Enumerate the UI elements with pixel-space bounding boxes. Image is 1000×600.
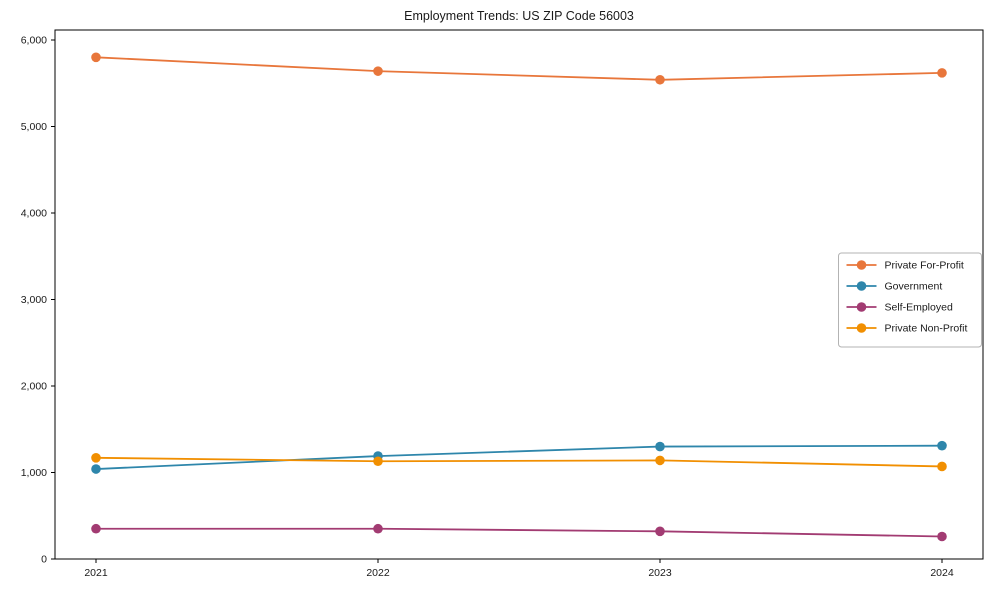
x-tick-label: 2023 — [648, 567, 672, 579]
x-tick-label: 2024 — [930, 567, 954, 579]
y-tick-label: 0 — [41, 554, 47, 566]
series-line-government — [95, 444, 943, 470]
legend-label-government: Government — [885, 281, 943, 293]
y-tick-label: 2,000 — [21, 381, 47, 393]
series-line-private-non-profit — [95, 456, 943, 468]
series-marker-private-for-profit — [373, 66, 383, 76]
legend-sample-marker-private-non-profit — [856, 323, 867, 333]
series-marker-private-for-profit — [655, 74, 665, 85]
series-marker-private-for-profit — [937, 68, 947, 78]
series-marker-self-employed — [373, 523, 383, 534]
series-marker-private-for-profit — [91, 52, 101, 63]
series-marker-government — [655, 441, 665, 452]
y-tick-label: 1,000 — [21, 467, 47, 479]
y-tick-label: 6,000 — [21, 35, 47, 47]
legend-sample-marker-self-employed — [856, 302, 867, 312]
y-tick-label: 4,000 — [21, 208, 47, 220]
series-marker-self-employed — [937, 531, 947, 542]
x-tick-label: 2022 — [366, 567, 390, 579]
series-marker-government — [91, 464, 101, 474]
plot-border — [54, 29, 984, 560]
legend-label-self-employed: Self-Employed — [885, 302, 953, 314]
x-tick-label: 2021 — [84, 567, 108, 579]
legend-label-private-non-profit: Private Non-Profit — [885, 323, 968, 335]
series-marker-self-employed — [655, 526, 665, 537]
series-marker-self-employed — [91, 523, 101, 534]
y-tick-label: 3,000 — [21, 294, 47, 306]
series-line-self-employed — [96, 527, 943, 538]
legend-box — [838, 252, 982, 348]
series-line-private-for-profit — [95, 56, 943, 81]
series-marker-government — [937, 440, 947, 451]
legend-sample-marker-private-for-profit — [856, 260, 867, 270]
series-marker-private-non-profit — [373, 456, 383, 467]
legend-label-private-for-profit: Private For-Profit — [885, 260, 964, 272]
y-tick-label: 5,000 — [21, 121, 47, 133]
series-marker-private-non-profit — [937, 461, 947, 472]
chart-title: Employment Trends: US ZIP Code 56003 — [404, 9, 634, 23]
series-marker-private-non-profit — [91, 452, 101, 463]
legend-sample-marker-government — [856, 281, 867, 291]
series-marker-private-non-profit — [655, 455, 665, 466]
